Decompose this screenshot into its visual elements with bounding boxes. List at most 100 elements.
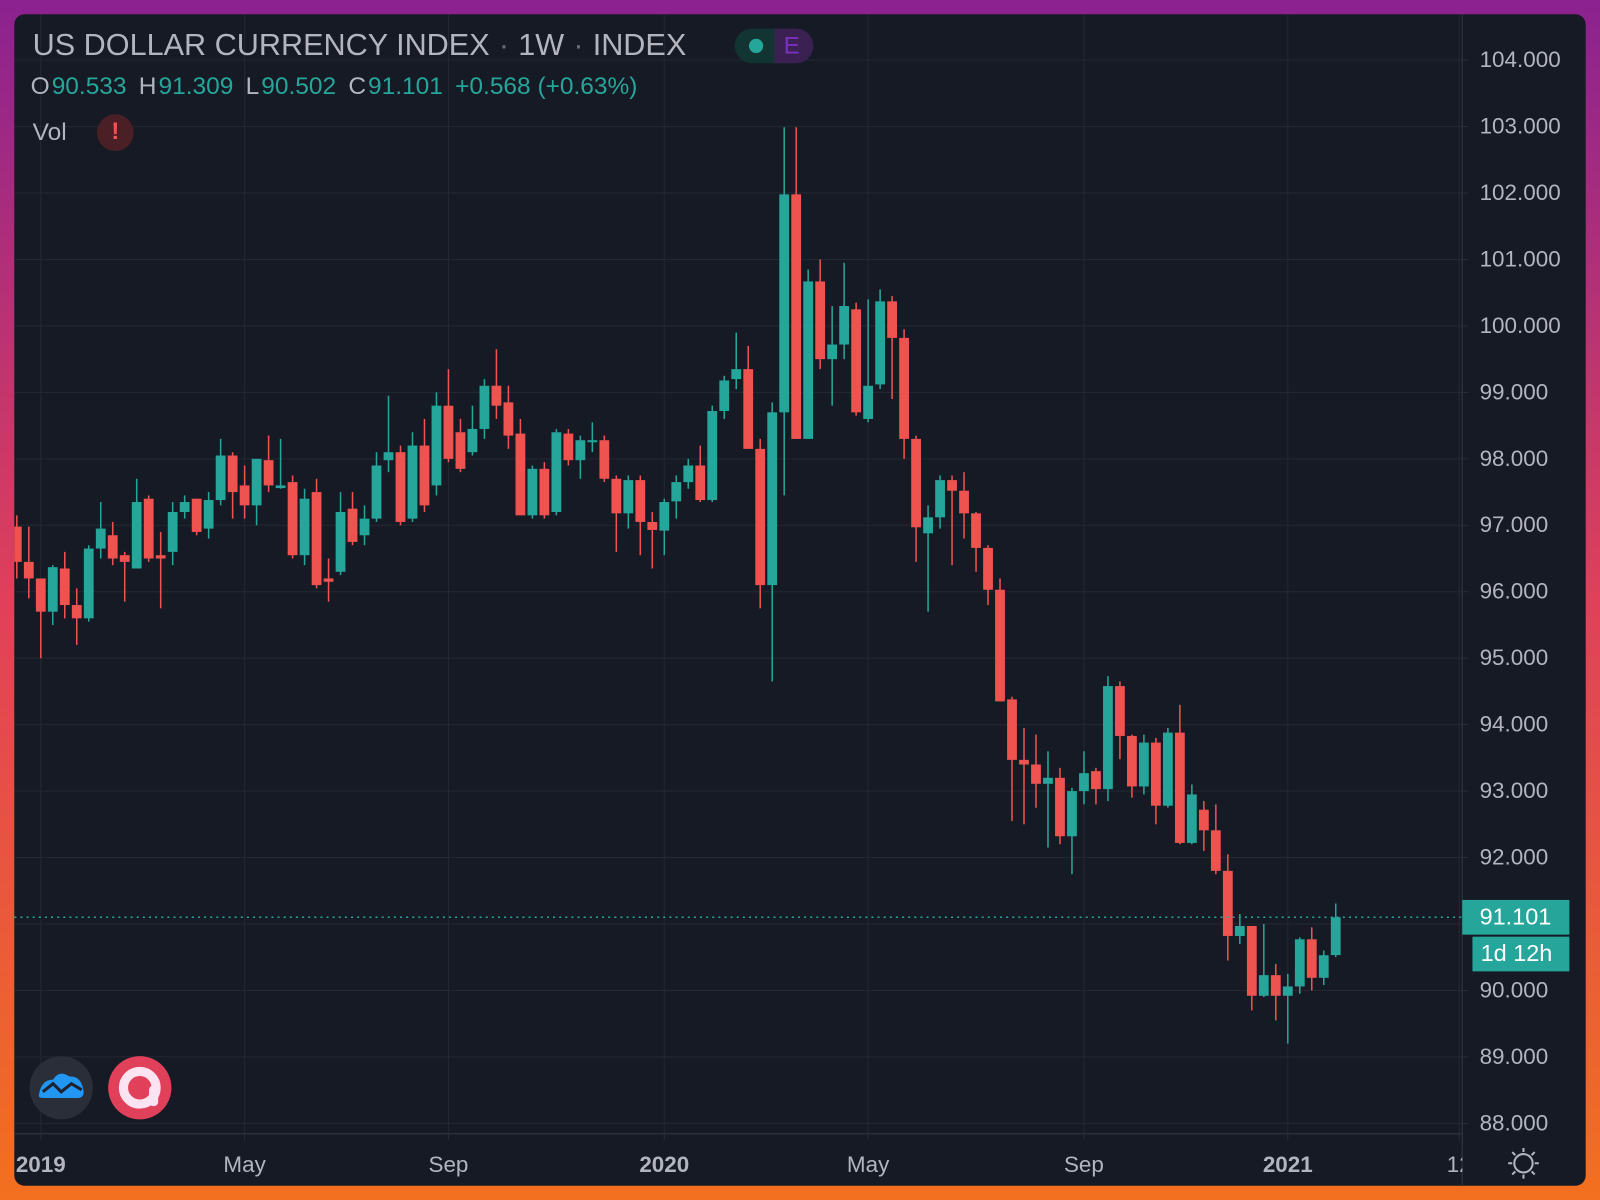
candle-body (779, 194, 790, 413)
candle-body (1031, 764, 1041, 784)
candle-body (611, 478, 622, 514)
candle-body (1103, 686, 1113, 790)
candle-body (791, 194, 802, 439)
candle-body (551, 432, 562, 513)
ohlc-label: C (348, 73, 366, 100)
logo-cloud (38, 1073, 84, 1098)
candle-body (71, 605, 82, 619)
candle-body (167, 512, 178, 552)
candle-body (1043, 777, 1053, 784)
candle-body (1162, 732, 1173, 806)
candle-body (239, 485, 250, 506)
candle-body (623, 480, 634, 514)
candle-body (1019, 759, 1029, 765)
x-tick-label: May (847, 1152, 890, 1177)
candle-body (263, 460, 274, 486)
y-tick-label: 98.000 (1480, 446, 1549, 471)
candle-body (179, 502, 190, 513)
candle-body (935, 480, 945, 518)
candle-body (83, 548, 94, 619)
alert-bg[interactable] (96, 114, 134, 152)
candle-body (767, 412, 778, 586)
y-tick-label: 103.000 (1480, 114, 1561, 139)
candle-body (635, 480, 646, 522)
indicator-name: Vol (33, 119, 67, 146)
candle-body (755, 448, 766, 586)
candle-body (1330, 917, 1341, 956)
candle-body (1294, 939, 1305, 987)
candle-body (323, 578, 334, 582)
badge-half (774, 28, 814, 64)
candle-body (587, 440, 598, 443)
y-tick-label: 93.000 (1480, 778, 1549, 803)
candle-body (1210, 830, 1221, 871)
y-tick-label: 95.000 (1480, 645, 1549, 670)
y-tick-label: 94.000 (1480, 712, 1549, 737)
candle-body (479, 385, 490, 429)
candle-body (911, 438, 921, 528)
x-tick-label: 2020 (639, 1152, 689, 1177)
candle-body (1234, 925, 1245, 936)
candle-body (275, 485, 286, 489)
candle-body (23, 561, 34, 579)
candle-body (575, 440, 586, 461)
countdown-tag (1472, 936, 1570, 972)
symbol-title: US DOLLAR CURRENCY INDEX (33, 28, 490, 62)
candle-body (35, 578, 46, 612)
y-tick-label: 92.000 (1480, 844, 1549, 869)
y-tick-label: 97.000 (1480, 512, 1549, 537)
y-tick-label: 88.000 (1480, 1110, 1549, 1135)
candle-body (155, 555, 166, 559)
candle-body (1198, 809, 1209, 831)
gear-circle (1513, 1153, 1534, 1174)
candle-body (875, 301, 886, 385)
candle-body (947, 480, 957, 491)
candle-body (695, 465, 706, 501)
candle-body (335, 512, 346, 572)
settings-button[interactable] (1508, 1147, 1539, 1179)
candle-body (683, 465, 694, 483)
y-tick-label: 90.000 (1480, 977, 1549, 1002)
candle-body (1079, 773, 1089, 792)
countdown-label: 1d 12h (1481, 940, 1553, 966)
candle-body (707, 410, 718, 501)
badge-text: E (784, 32, 800, 59)
alert-icon: ! (111, 118, 119, 145)
candle-body (1306, 939, 1317, 978)
y-tick-label: 102.000 (1480, 180, 1561, 205)
candle-body (1318, 955, 1329, 978)
x-tick-label: 2021 (1263, 1152, 1313, 1177)
price-tag-label: 91.101 (1480, 904, 1552, 930)
candle-body (467, 428, 478, 453)
candle-body (1007, 699, 1017, 760)
candle-body (659, 502, 670, 531)
y-tick-label: 99.000 (1480, 379, 1549, 404)
candle-body (971, 513, 981, 548)
x-tick-label: Sep (1064, 1152, 1104, 1177)
candle-body (299, 498, 310, 556)
y-tick-label: 89.000 (1480, 1044, 1549, 1069)
candle-body (743, 369, 754, 449)
x-tick-label: 2019 (16, 1152, 66, 1177)
candle-body (191, 498, 202, 532)
candle-body (443, 405, 454, 459)
candle-body (1115, 686, 1125, 736)
candle-body (1258, 975, 1269, 996)
app-logo[interactable] (108, 1056, 172, 1120)
candle-body (983, 547, 993, 590)
candle-body (827, 344, 838, 360)
x-tick-label: Sep (428, 1152, 468, 1177)
tradingview-logo[interactable] (29, 1056, 93, 1120)
candle-body (815, 281, 826, 360)
candle-body (887, 301, 897, 338)
candle-body (47, 567, 58, 612)
badge[interactable]: E (734, 28, 814, 64)
candle-body (539, 468, 550, 516)
candle-body (431, 405, 442, 486)
candle-body (863, 385, 874, 419)
candle-body (1127, 735, 1137, 787)
title-separator: · (573, 28, 583, 62)
title-separator: · (499, 28, 509, 62)
app-logo-bg (108, 1056, 172, 1120)
